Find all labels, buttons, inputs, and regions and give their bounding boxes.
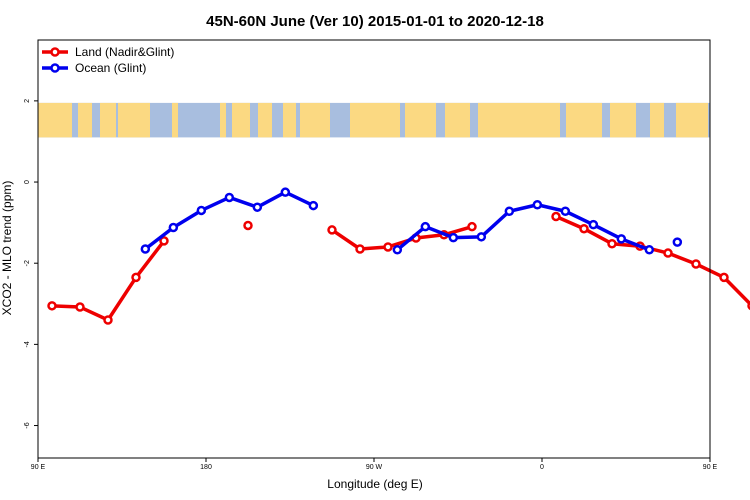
data-point-0-2-5 <box>467 221 477 232</box>
data-point-0-2-2 <box>383 242 393 252</box>
x-tick-label-0: 90 E <box>31 464 46 471</box>
map-land-11 <box>405 102 436 138</box>
y-tick-label-1: 0 <box>24 180 31 184</box>
map-land-0 <box>38 102 72 138</box>
data-point-0-3-0 <box>551 211 561 222</box>
data-point-1-1-9 <box>644 245 655 255</box>
map-land-10 <box>350 102 400 138</box>
legend: Land (Nadir&Glint) Ocean (Glint) <box>42 45 174 75</box>
y-tick-label-4: -6 <box>24 422 31 428</box>
y-axis-label: XCO2 - MLO trend (ppm) <box>0 181 14 316</box>
y-tick-label-2: -2 <box>24 260 31 266</box>
map-land-17 <box>676 102 708 138</box>
x-axis-label: Longitude (deg E) <box>327 477 422 491</box>
data-point-0-0-3 <box>131 272 141 283</box>
series-land <box>47 211 750 325</box>
map-land-14 <box>566 102 602 138</box>
data-point-0-3-4 <box>663 248 673 258</box>
series-layer <box>47 187 750 325</box>
data-point-0-3-5 <box>691 259 701 269</box>
data-point-1-1-3 <box>476 232 487 242</box>
data-point-1-1-4 <box>504 206 515 217</box>
series-line-1-1 <box>396 203 650 252</box>
data-point-1-0-0 <box>140 244 151 254</box>
x-axis: 90 E 180 90 W 0 90 E <box>31 458 718 471</box>
x-tick-label-2: 90 W <box>366 464 383 471</box>
data-point-1-1-6 <box>560 206 571 217</box>
data-point-1-0-5 <box>280 187 291 197</box>
data-point-1-0-1 <box>168 222 179 233</box>
map-land-13 <box>478 102 560 138</box>
legend-marker-1 <box>50 63 60 73</box>
y-tick-label-0: 2 <box>24 99 31 103</box>
data-point-0-1-0 <box>243 220 253 231</box>
data-point-0-2-1 <box>355 244 365 254</box>
map-land-8 <box>283 102 296 138</box>
map-land-5 <box>220 102 226 138</box>
data-point-1-1-8 <box>616 234 627 244</box>
data-point-1-1-5 <box>532 200 543 210</box>
data-point-1-1-2 <box>448 232 459 243</box>
legend-label-1: Ocean (Glint) <box>75 61 146 75</box>
map-land-9 <box>300 102 330 138</box>
data-point-1-0-3 <box>224 192 235 203</box>
data-point-1-1-1 <box>420 221 431 232</box>
data-point-0-0-1 <box>75 302 85 312</box>
legend-label-0: Land (Nadir&Glint) <box>75 45 174 59</box>
data-point-0-3-1 <box>579 223 589 234</box>
map-land-3 <box>118 102 150 138</box>
map-land-4 <box>172 102 178 138</box>
data-point-1-0-6 <box>308 200 319 211</box>
series-ocean <box>140 187 683 255</box>
map-land-6 <box>232 102 250 138</box>
data-point-0-0-4 <box>159 236 169 246</box>
y-axis: 2 0 -2 -4 -6 <box>24 99 38 429</box>
x-tick-label-3: 0 <box>540 464 544 471</box>
data-point-1-2-0 <box>672 237 683 247</box>
y-tick-label-3: -4 <box>24 341 31 347</box>
data-point-1-0-2 <box>196 205 207 216</box>
data-point-1-0-4 <box>252 202 263 212</box>
data-point-1-1-7 <box>588 219 599 230</box>
map-land-1 <box>78 102 92 138</box>
plot-border <box>37 39 711 459</box>
x-tick-label-1: 180 <box>200 464 212 471</box>
x-tick-label-4: 90 E <box>703 464 718 471</box>
chart-title: 45N-60N June (Ver 10) 2015-01-01 to 2020… <box>206 13 544 30</box>
map-land-16 <box>650 102 664 138</box>
data-point-0-2-0 <box>327 225 337 235</box>
series-line-0-2 <box>331 224 473 251</box>
map-land-12 <box>445 102 470 138</box>
map-land-15 <box>610 102 636 138</box>
data-point-0-0-2 <box>103 315 113 325</box>
map-land-2 <box>100 102 116 138</box>
data-point-0-3-6 <box>719 272 729 283</box>
data-point-0-0-0 <box>47 301 57 311</box>
world-map-band <box>38 102 710 138</box>
legend-marker-0 <box>50 47 60 57</box>
data-point-0-3-2 <box>607 238 617 249</box>
data-point-1-1-0 <box>392 245 403 255</box>
map-land-7 <box>258 102 272 138</box>
